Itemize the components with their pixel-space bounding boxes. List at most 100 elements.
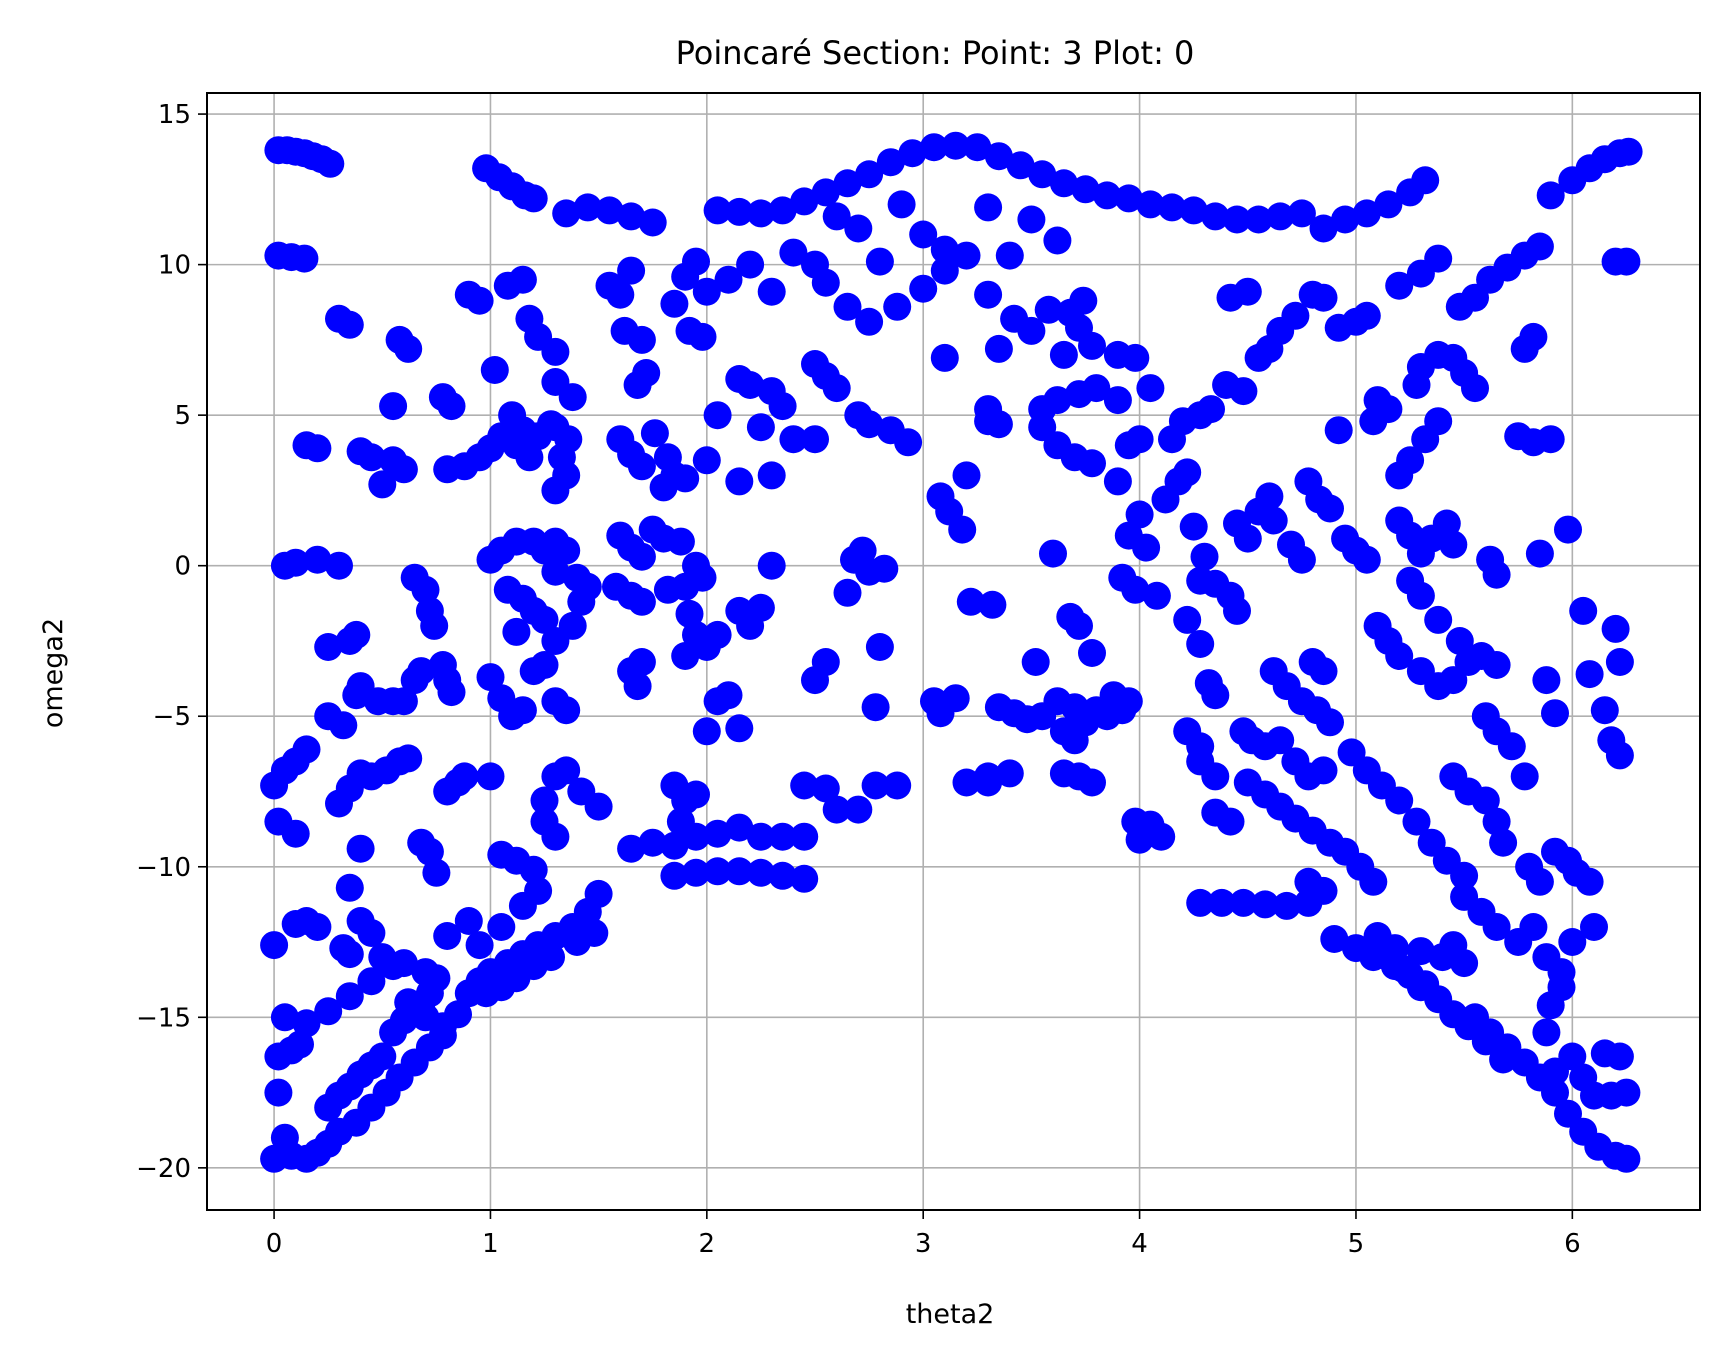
data-point [1575, 660, 1604, 689]
data-point [757, 461, 786, 490]
data-point [623, 371, 652, 399]
data-point [1043, 386, 1072, 415]
data-point [627, 648, 656, 676]
data-point [688, 563, 717, 592]
data-point [855, 160, 884, 189]
data-point [1411, 970, 1440, 999]
data-point [876, 148, 905, 177]
data-point [303, 434, 332, 463]
data-point [768, 196, 797, 225]
data-point [1017, 205, 1046, 234]
data-point [1489, 1045, 1518, 1074]
data-point [1532, 1018, 1561, 1047]
data-point [1590, 696, 1619, 725]
data-point [584, 792, 613, 821]
data-point [1605, 741, 1634, 770]
data-point [1028, 160, 1057, 189]
data-point [1309, 214, 1338, 243]
data-point [541, 557, 570, 586]
data-point [379, 392, 408, 421]
data-point [1017, 316, 1046, 345]
data-point [411, 575, 440, 604]
data-point [394, 334, 423, 363]
data-point [1411, 166, 1440, 195]
data-point [1266, 202, 1295, 231]
data-point [1190, 542, 1219, 571]
data-point [303, 913, 332, 941]
data-point [833, 578, 862, 607]
data-point [357, 967, 386, 996]
data-point [1482, 651, 1511, 679]
data-point [1125, 425, 1154, 454]
data-point [1424, 605, 1453, 634]
data-point [956, 587, 985, 616]
data-point [487, 913, 516, 941]
data-point [270, 1003, 299, 1032]
x-tick-label: 1 [482, 1229, 499, 1259]
data-point [1078, 449, 1106, 478]
data-point [346, 672, 375, 701]
data-point [1597, 1081, 1626, 1110]
data-point [883, 771, 912, 800]
data-point [1078, 768, 1106, 797]
data-point [1359, 943, 1388, 972]
data-point [595, 196, 624, 225]
data-point [627, 452, 656, 481]
data-point [640, 419, 669, 448]
data-point [1320, 925, 1349, 953]
data-point [281, 819, 310, 848]
data-point [623, 672, 652, 701]
data-point [811, 774, 840, 803]
y-tick-label: −10 [136, 853, 191, 883]
data-point [861, 771, 890, 800]
data-point [811, 178, 840, 207]
data-point [433, 922, 462, 950]
data-point [1601, 614, 1630, 643]
data-point [790, 771, 819, 800]
data-point [703, 857, 732, 886]
data-point [941, 131, 970, 160]
data-point [725, 813, 754, 842]
data-point [671, 262, 700, 291]
data-point [1605, 1042, 1634, 1071]
data-point [1497, 732, 1526, 761]
data-point [1229, 377, 1258, 406]
data-point [329, 711, 358, 740]
data-point [682, 858, 710, 887]
data-point [1432, 509, 1461, 538]
data-point [357, 443, 386, 472]
data-point [314, 997, 343, 1026]
data-point [952, 768, 981, 797]
data-point [1201, 762, 1230, 791]
data-point [422, 964, 451, 993]
data-point [1069, 286, 1098, 315]
data-point [1612, 1144, 1641, 1173]
data-point [1575, 867, 1604, 896]
chart-title: Poincaré Section: Point: 3 Plot: 0 [676, 34, 1195, 72]
data-point [714, 681, 743, 710]
data-point [1043, 226, 1072, 255]
data-point [746, 413, 775, 442]
data-point [368, 470, 397, 499]
data-point [627, 587, 656, 616]
data-point [1121, 343, 1150, 372]
data-point [415, 837, 444, 866]
data-point [1612, 247, 1641, 276]
data-point [502, 617, 531, 646]
data-point [1071, 175, 1100, 204]
data-point [1541, 1078, 1569, 1107]
data-point [1093, 181, 1122, 210]
data-point [736, 250, 765, 279]
data-point [476, 663, 505, 692]
data-point [260, 931, 289, 960]
data-point [290, 244, 319, 273]
data-point [573, 193, 602, 222]
data-point [757, 551, 786, 580]
data-point [524, 876, 553, 905]
data-point [1359, 867, 1388, 896]
data-point [1201, 202, 1230, 231]
data-point [909, 274, 938, 303]
data-point [1309, 283, 1338, 312]
data-point [292, 1009, 321, 1038]
x-tick-label: 6 [1564, 1229, 1581, 1259]
